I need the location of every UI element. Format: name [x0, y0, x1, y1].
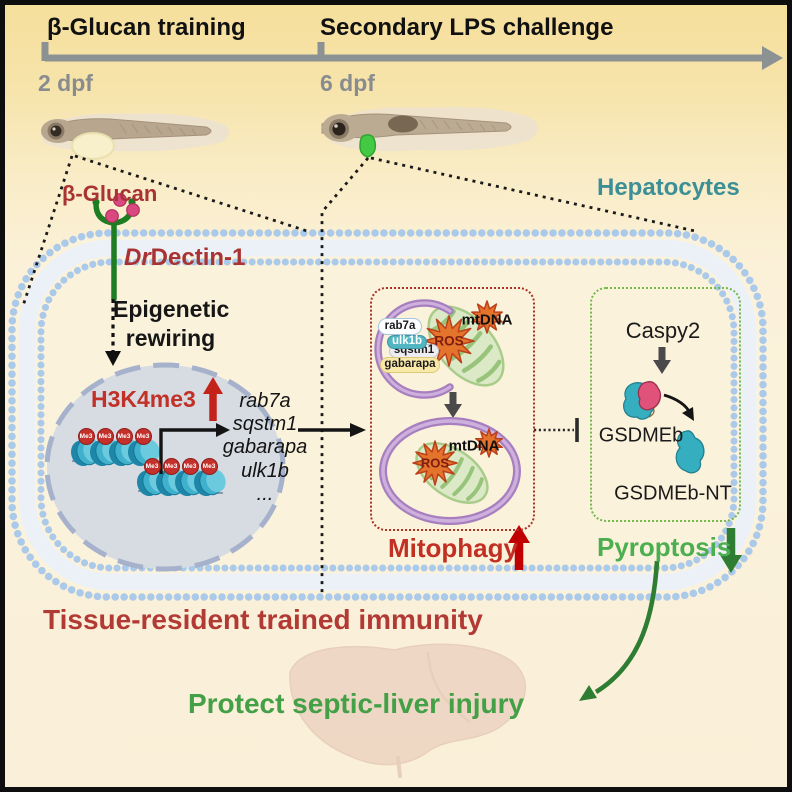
- zebrafish-2dpf-illustration: [40, 113, 230, 160]
- gsdmeb-label: GSDMEb: [598, 424, 684, 447]
- protein-pill-ulk1b: ulk1b: [387, 335, 427, 349]
- me3-mark: Me3: [77, 427, 95, 445]
- mitophagy-label: Mitophagy: [388, 533, 518, 563]
- me3-mark: Me3: [143, 457, 161, 475]
- phase1-label: β-Glucan training: [47, 14, 246, 41]
- mitophagy-up-arrow: [508, 525, 530, 570]
- me3-mark: Me3: [96, 427, 114, 445]
- gsdmeb-nt-label: GSDMEb-NT: [614, 482, 732, 505]
- gsdmeb-full-length: [622, 381, 662, 420]
- pyroptosis-label: Pyroptosis: [597, 532, 732, 562]
- protect-curved-arrow: [579, 560, 660, 701]
- caspy2-label: Caspy2: [625, 318, 701, 343]
- zebrafish-6dpf-illustration: [321, 107, 539, 158]
- phagophore-membrane: [374, 299, 454, 399]
- beta-glucan-particles: [105, 193, 140, 223]
- me3-mark: Me3: [162, 457, 180, 475]
- transcription-arrow: [159, 423, 230, 474]
- mtdna-label-lower: mtDNA: [448, 437, 500, 455]
- gene-item: gabarapa: [222, 436, 308, 459]
- gene-item: ...: [256, 482, 274, 505]
- mtdna-label-upper: mtDNA: [461, 311, 513, 329]
- nucleosome: [193, 468, 226, 497]
- gene-item: ulk1b: [241, 459, 289, 482]
- ros-label-upper: ROS: [434, 333, 464, 349]
- me3-mark: Me3: [200, 457, 218, 475]
- ros-mtdna-starbursts: [412, 300, 504, 486]
- epigenetic-label-line2: rewiring: [125, 325, 216, 351]
- protect-label: Protect septic-liver injury: [187, 688, 525, 719]
- starburst-icon: [474, 428, 504, 458]
- caspy2-arrow: [653, 347, 671, 374]
- h3k4me3-label: H3K4me3: [91, 386, 196, 412]
- timeline-arrow: [41, 42, 783, 70]
- beta-glucan-label: β-Glucan: [62, 181, 158, 206]
- dectin1-label: DrDectin-1: [124, 244, 245, 272]
- gene-item: sqstm1: [232, 413, 298, 436]
- genes-to-mitophagy-arrow: [298, 423, 366, 437]
- protein-pill-gabarapa: gabarapa: [380, 357, 440, 373]
- nucleosomes: [70, 438, 226, 497]
- starburst-icon: [412, 440, 458, 486]
- dectin1-label-rest: Dectin-1: [150, 244, 246, 271]
- timepoint-2dpf: 2 dpf: [38, 70, 93, 96]
- mitophagy-step-arrow: [444, 392, 462, 418]
- inhibition-line: [534, 418, 579, 442]
- mitophagy-panel: [370, 287, 535, 531]
- gsdmeb-cleavage-arrow: [663, 393, 694, 421]
- dectin1-label-species: Dr: [124, 244, 151, 271]
- me3-mark: Me3: [181, 457, 199, 475]
- epigenetic-label-line1: Epigenetic: [113, 296, 230, 322]
- gsdmeb-nt-fragment: [675, 430, 705, 474]
- gene-list: rab7a sqstm1 gabarapa ulk1b...: [200, 390, 330, 506]
- pyroptosis-down-arrow: [720, 528, 742, 573]
- h3k4me3-up-arrow: [203, 377, 223, 421]
- starburst-icon: [471, 300, 503, 334]
- phase2-label: Secondary LPS challenge: [320, 14, 614, 41]
- pyroptosis-panel: [590, 287, 741, 522]
- gene-item: rab7a: [239, 390, 291, 412]
- protein-pill-rab7a: rab7a: [378, 317, 422, 335]
- me3-mark: Me3: [134, 427, 152, 445]
- ros-label-lower: ROS: [420, 455, 450, 471]
- me3-mark: Me3: [115, 427, 133, 445]
- epigenetic-arrow: [105, 299, 121, 366]
- starburst-icon: [423, 315, 475, 367]
- timepoint-6dpf: 6 dpf: [320, 70, 375, 96]
- hepatocytes-label: Hepatocytes: [597, 174, 740, 201]
- tissue-resident-label: Tissue-resident trained immunity: [43, 604, 483, 635]
- liver-illustration: [289, 643, 526, 778]
- connector-dotted-lines: [21, 154, 696, 596]
